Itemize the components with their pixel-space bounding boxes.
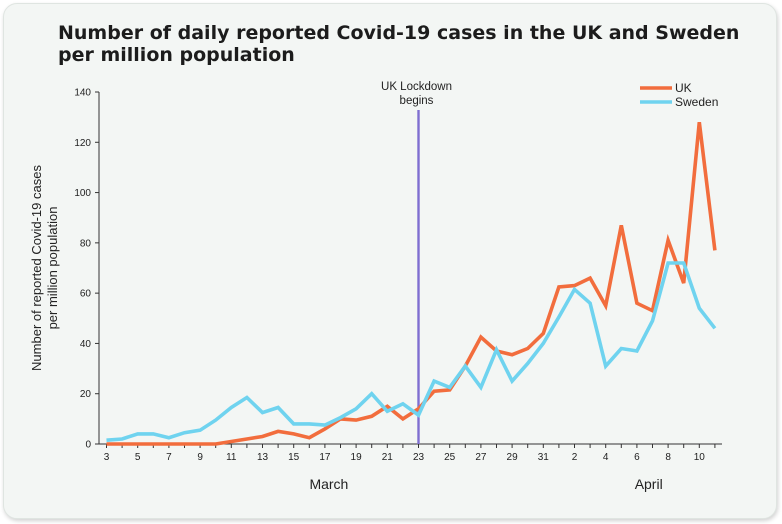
y-tick-label: 140 bbox=[74, 88, 91, 99]
chart-title-line2: per million population bbox=[58, 44, 295, 66]
series-line-sweden bbox=[106, 261, 717, 442]
month-label: April bbox=[635, 476, 663, 492]
lockdown-label-line1: UK Lockdown bbox=[381, 81, 452, 93]
x-tick-label: 5 bbox=[135, 452, 141, 463]
y-axis-title-line1: Number of reported Covid-19 cases bbox=[29, 165, 44, 371]
y-tick-label: 100 bbox=[74, 188, 91, 199]
x-tick-label: 2 bbox=[572, 452, 578, 463]
x-tick-label: 23 bbox=[413, 452, 425, 463]
legend-label-sweden: Sweden bbox=[675, 95, 718, 109]
x-tick-label: 21 bbox=[382, 452, 394, 463]
x-tick-label: 6 bbox=[634, 452, 640, 463]
x-tick-label: 25 bbox=[444, 452, 456, 463]
x-tick-label: 11 bbox=[226, 452, 237, 463]
lockdown-label-line2: begins bbox=[400, 95, 434, 107]
series-lines bbox=[106, 121, 717, 446]
x-tick-label: 31 bbox=[538, 452, 550, 463]
x-tick-label: 4 bbox=[603, 452, 609, 463]
chart-title: Number of daily reported Covid-19 cases … bbox=[58, 22, 740, 66]
x-tick-label: 19 bbox=[351, 452, 363, 463]
chart-title-line1: Number of daily reported Covid-19 cases … bbox=[58, 22, 740, 44]
month-label: March bbox=[309, 476, 348, 492]
y-axis-title-line2: per million population bbox=[45, 207, 60, 330]
x-tick-label: 8 bbox=[665, 452, 671, 463]
x-tick-label: 3 bbox=[104, 452, 110, 463]
axes: 0 20 40 60 80 100 120 140 3 5 7 9 11 13 15 17 19 21 23 25 27… bbox=[74, 88, 722, 492]
x-tick-label: 10 bbox=[694, 452, 706, 463]
y-tick-label: 80 bbox=[80, 238, 92, 249]
legend-label-uk: UK bbox=[675, 81, 692, 95]
y-tick-label: 20 bbox=[80, 389, 92, 400]
x-tick-label: 17 bbox=[319, 452, 331, 463]
y-tick-label: 0 bbox=[85, 440, 91, 451]
x-tick-label: 13 bbox=[257, 452, 269, 463]
series-line-uk bbox=[106, 121, 717, 446]
y-axis-title: Number of reported Covid-19 cases per mi… bbox=[29, 165, 60, 371]
x-tick-label: 9 bbox=[197, 452, 203, 463]
y-tick-label: 40 bbox=[80, 339, 92, 350]
y-tick-label: 120 bbox=[74, 138, 91, 149]
lockdown-annotation: UK Lockdown begins bbox=[381, 81, 452, 444]
x-tick-label: 27 bbox=[475, 452, 487, 463]
y-tick-label: 60 bbox=[80, 289, 92, 300]
x-tick-label: 15 bbox=[288, 452, 300, 463]
x-tick-label: 7 bbox=[166, 452, 172, 463]
x-tick-label: 29 bbox=[507, 452, 519, 463]
